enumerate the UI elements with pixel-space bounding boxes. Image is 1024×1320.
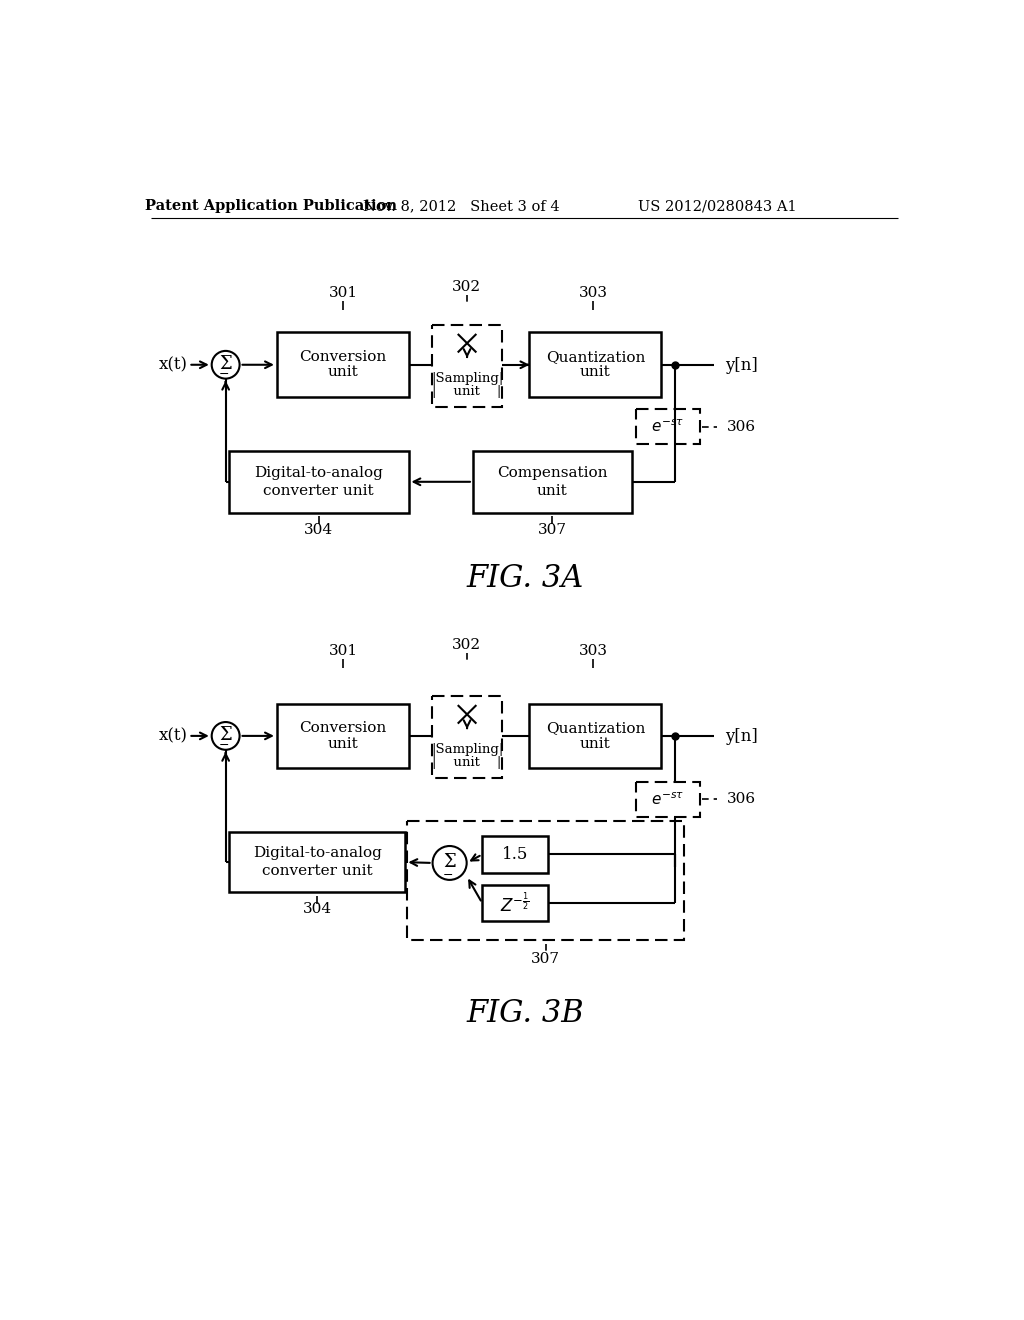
Text: converter unit: converter unit [262,865,373,878]
Text: Patent Application Publication: Patent Application Publication [145,199,397,213]
Text: US 2012/0280843 A1: US 2012/0280843 A1 [638,199,797,213]
Text: Digital-to-analog: Digital-to-analog [254,466,383,479]
Text: 302: 302 [453,638,481,652]
Text: y[n]: y[n] [726,356,759,374]
Text: $Z^{-\frac{1}{2}}$: $Z^{-\frac{1}{2}}$ [500,891,530,915]
FancyBboxPatch shape [636,781,700,817]
FancyBboxPatch shape [473,451,632,512]
Text: Σ: Σ [443,853,456,871]
Text: Σ: Σ [219,355,232,374]
Text: x(t): x(t) [159,356,187,374]
Text: 1.5: 1.5 [502,846,528,863]
Text: −: − [219,368,229,381]
Text: y[n]: y[n] [726,729,759,746]
FancyBboxPatch shape [432,696,503,779]
Text: |    unit    |: | unit | [432,385,502,399]
Text: 301: 301 [329,644,358,659]
Text: Nov. 8, 2012   Sheet 3 of 4: Nov. 8, 2012 Sheet 3 of 4 [362,199,559,213]
Text: Quantization: Quantization [546,721,645,735]
Text: FIG. 3B: FIG. 3B [466,998,584,1028]
Text: |Sampling|: |Sampling| [431,743,503,756]
Text: Quantization: Quantization [546,350,645,364]
Text: −: − [442,869,454,882]
Text: 301: 301 [329,286,358,300]
Text: 302: 302 [453,280,481,294]
FancyBboxPatch shape [529,704,662,768]
Text: 304: 304 [302,902,332,916]
FancyBboxPatch shape [482,836,548,873]
Text: $e^{-s\tau}$: $e^{-s\tau}$ [651,791,684,808]
FancyBboxPatch shape [432,325,503,407]
Text: |Sampling|: |Sampling| [431,372,503,385]
FancyBboxPatch shape [228,832,406,892]
Text: $e^{-s\tau}$: $e^{-s\tau}$ [651,418,684,436]
Text: −: − [219,739,229,752]
FancyBboxPatch shape [276,704,409,768]
Text: |    unit    |: | unit | [432,756,502,770]
Text: 306: 306 [727,420,756,434]
Text: 303: 303 [579,286,607,300]
FancyBboxPatch shape [228,451,409,512]
Text: 307: 307 [531,952,560,966]
Text: unit: unit [328,737,358,751]
FancyBboxPatch shape [529,333,662,397]
FancyBboxPatch shape [636,409,700,444]
Text: 306: 306 [727,792,756,807]
Text: unit: unit [580,737,610,751]
Text: Conversion: Conversion [299,350,386,364]
Text: Σ: Σ [219,726,232,744]
Text: 304: 304 [304,523,333,536]
Text: Compensation: Compensation [497,466,607,479]
FancyBboxPatch shape [276,333,409,397]
Text: 307: 307 [538,523,567,536]
FancyBboxPatch shape [482,884,548,921]
FancyBboxPatch shape [407,821,684,940]
Text: x(t): x(t) [159,727,187,744]
Text: unit: unit [328,366,358,379]
Text: Conversion: Conversion [299,721,386,735]
Text: FIG. 3A: FIG. 3A [466,562,584,594]
Text: unit: unit [537,484,567,498]
Text: unit: unit [580,366,610,379]
Text: converter unit: converter unit [263,484,374,498]
Text: Digital-to-analog: Digital-to-analog [253,846,382,859]
Text: 303: 303 [579,644,607,659]
